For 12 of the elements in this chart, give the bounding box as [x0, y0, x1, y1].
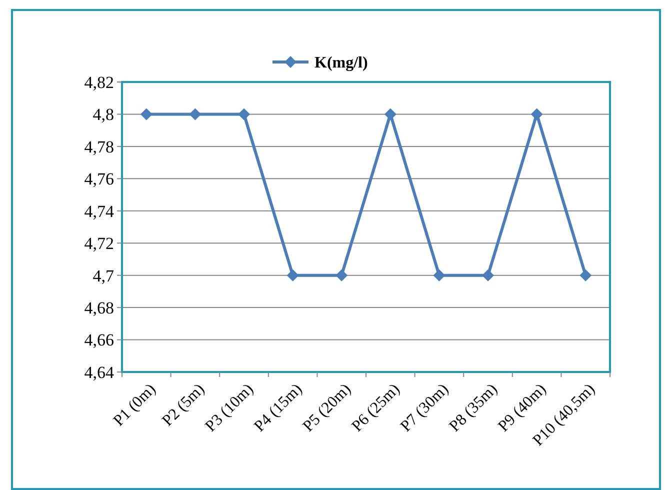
y-tick-label: 4,8 [92, 105, 114, 124]
y-tick-label: 4,7 [92, 266, 114, 286]
y-tick-label: 4,82 [84, 72, 114, 92]
y-tick-label: 4,72 [84, 234, 114, 254]
y-tick-label: 4,78 [84, 137, 114, 156]
y-tick-label: 4,74 [84, 202, 114, 221]
y-tick-label: 4,66 [84, 330, 114, 350]
y-tick-label: 4,76 [84, 170, 114, 189]
x-tick-label: P1 (0m) [110, 380, 160, 430]
y-tick-label: 4,68 [84, 298, 114, 318]
y-tick-label: 4,64 [84, 362, 114, 382]
legend-label: K(mg/l) [314, 54, 368, 72]
